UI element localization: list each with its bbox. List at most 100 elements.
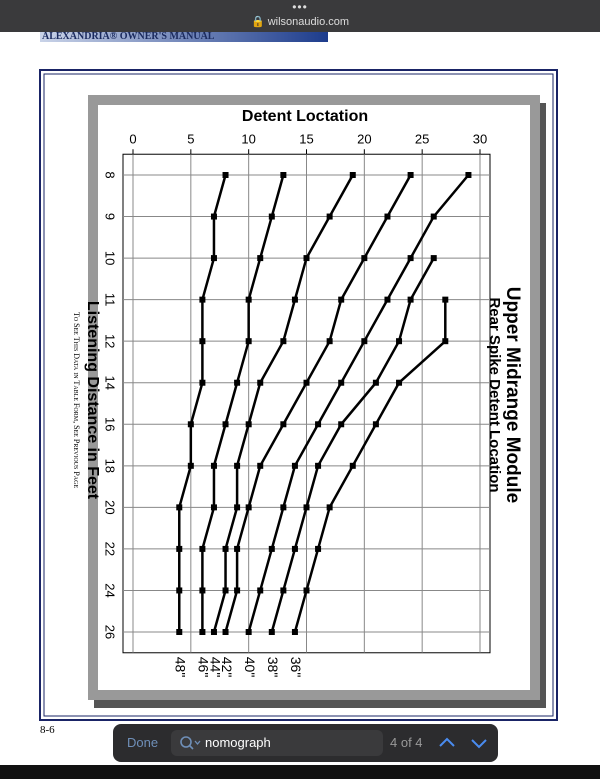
legend-label: 36" [288,657,304,678]
marker [257,255,264,262]
y-tick-label: 0 [129,132,136,147]
marker [372,379,379,386]
x-tick-label: 8 [103,171,118,178]
search-icon [180,736,201,750]
marker [257,379,264,386]
line [247,174,470,633]
x-axis-label: Listening Distance in Feet [84,301,101,500]
marker [210,213,217,220]
marker [234,504,241,511]
search-field[interactable]: nomograph [171,730,383,756]
chart: Upper Midrange Module Rear Spike Detent … [72,95,546,708]
marker [303,379,310,386]
next-button[interactable] [470,735,488,751]
marker [349,172,356,178]
done-button[interactable]: Done [127,735,159,750]
marker [199,545,206,552]
x-tick-label: 11 [103,293,118,307]
marker [326,504,333,511]
marker [199,379,206,386]
y-tick-label: 15 [299,132,313,147]
bottom-bar [0,765,600,779]
marker [407,255,414,262]
x-tick-label: 12 [103,334,118,348]
marker [210,629,217,635]
marker [384,296,391,303]
previous-button[interactable] [438,735,456,751]
legend-label: 38" [265,657,281,678]
marker [210,504,217,511]
x-tick-label: 14 [103,375,118,389]
marker [199,338,206,345]
lock-icon: 🔒 [250,16,265,28]
y-tick-label: 5 [187,132,194,147]
marker [245,338,252,345]
frame-inner [43,73,554,717]
marker [338,296,345,303]
header-bar [40,32,328,42]
search-query[interactable]: nomograph [205,735,271,750]
marker [465,172,472,178]
url-text: wilsonaudio.com [267,16,350,28]
menu-dots[interactable]: ••• [292,0,308,14]
marker [176,504,183,511]
line [224,174,412,633]
match-count: 4 of 4 [390,735,423,750]
marker [291,296,298,303]
marker [222,587,229,594]
marker [291,629,298,635]
marker [268,629,275,635]
marker [349,462,356,469]
legend-label: 40" [242,657,258,678]
marker [291,462,298,469]
marker [338,379,345,386]
marker [442,296,449,303]
marker [234,379,241,386]
marker [176,587,183,594]
marker [384,213,391,220]
marker [361,255,368,262]
marker [187,462,194,469]
x-tick-label: 10 [103,251,118,265]
frame [39,69,558,721]
marker [407,296,414,303]
marker [199,587,206,594]
x-tick-label: 18 [103,459,118,473]
marker [234,545,241,552]
page-number: 8-6 [40,724,55,736]
x-tick-label: 20 [103,500,118,514]
find-bar: Done nomograph 4 of 4 [113,724,498,762]
y-tick-label: 10 [241,132,255,147]
marker [361,338,368,345]
marker [315,462,322,469]
marker [234,462,241,469]
legend-label: 48" [173,657,189,678]
marker [245,296,252,303]
marker [268,545,275,552]
marker [268,213,275,220]
line [201,174,285,632]
marker [326,213,333,220]
line [178,174,227,632]
marker [187,421,194,428]
marker [303,255,310,262]
marker [234,587,241,594]
header: ALEXANDRIA® OWNER'S MANUAL [42,31,215,42]
url[interactable]: 🔒 wilsonaudio.com [0,15,600,28]
marker [407,172,414,178]
marker [303,504,310,511]
marker [280,421,287,428]
marker [396,379,403,386]
x-tick-label: 24 [103,583,118,597]
line [270,257,435,633]
y-axis-label: Detent Loctation [242,108,368,125]
marker [303,587,310,594]
x-tick-label: 9 [103,213,118,220]
marker [372,421,379,428]
browser-bar: ••• 🔒 wilsonaudio.com [0,0,600,32]
marker [315,421,322,428]
marker [280,587,287,594]
marker [222,545,229,552]
marker [176,629,183,635]
